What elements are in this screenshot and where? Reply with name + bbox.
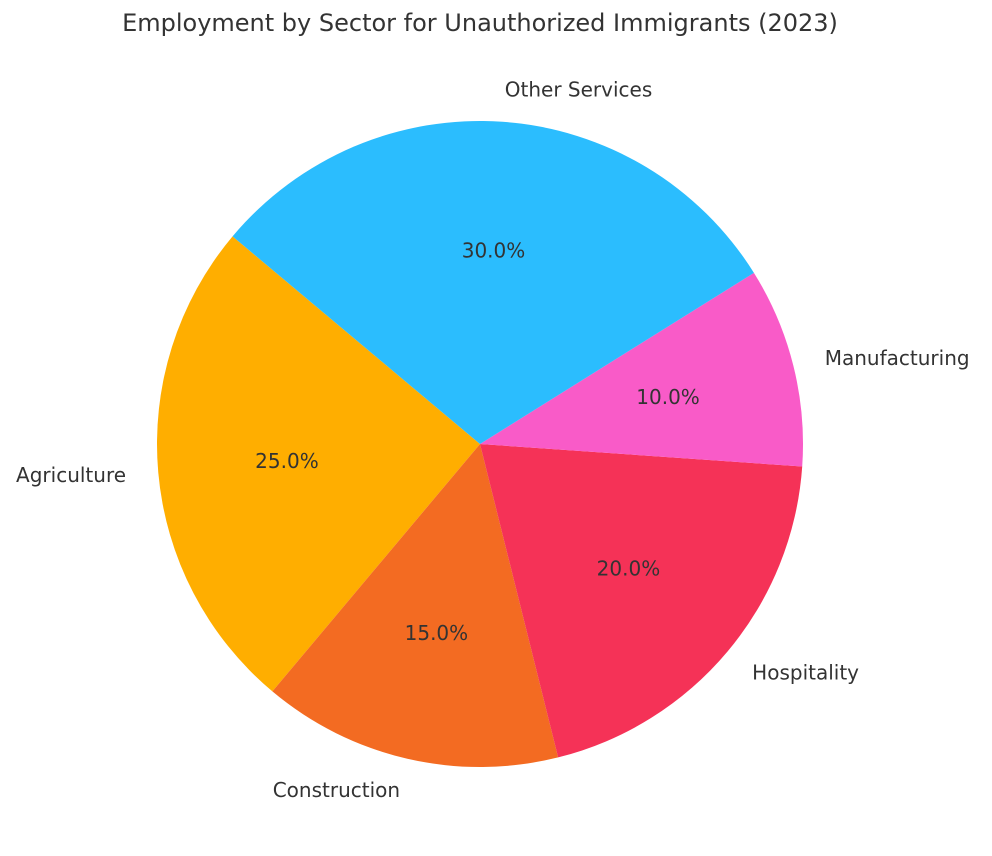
pie-category-label-manufacturing: Manufacturing xyxy=(825,346,970,370)
pie-category-label-construction: Construction xyxy=(273,778,400,802)
pie-percent-label-construction: 15.0% xyxy=(405,621,469,645)
pie-labels: 25.0% Agriculture 15.0% Construction 20.0% Ho… xyxy=(16,78,970,803)
pie-category-label-agriculture: Agriculture xyxy=(16,463,126,487)
pie-percent-label-hospitality: 20.0% xyxy=(597,557,661,581)
pie-slice-construction xyxy=(272,444,559,767)
chart-title: Employment by Sector for Unauthorized Im… xyxy=(122,9,838,37)
pie-percent-label-manufacturing: 10.0% xyxy=(636,385,700,409)
pie-percent-label-agriculture: 25.0% xyxy=(255,449,319,473)
pie-slice-hospitality xyxy=(480,444,803,758)
pie-slices xyxy=(156,121,803,767)
pie-slice-manufacturing xyxy=(480,272,803,467)
pie-slice-other-services xyxy=(232,121,754,445)
pie-percent-label-other-services: 30.0% xyxy=(462,239,526,263)
pie-category-label-other-services: Other Services xyxy=(505,78,652,102)
pie-category-label-hospitality: Hospitality xyxy=(752,660,859,684)
pie-slice-agriculture xyxy=(156,236,480,692)
